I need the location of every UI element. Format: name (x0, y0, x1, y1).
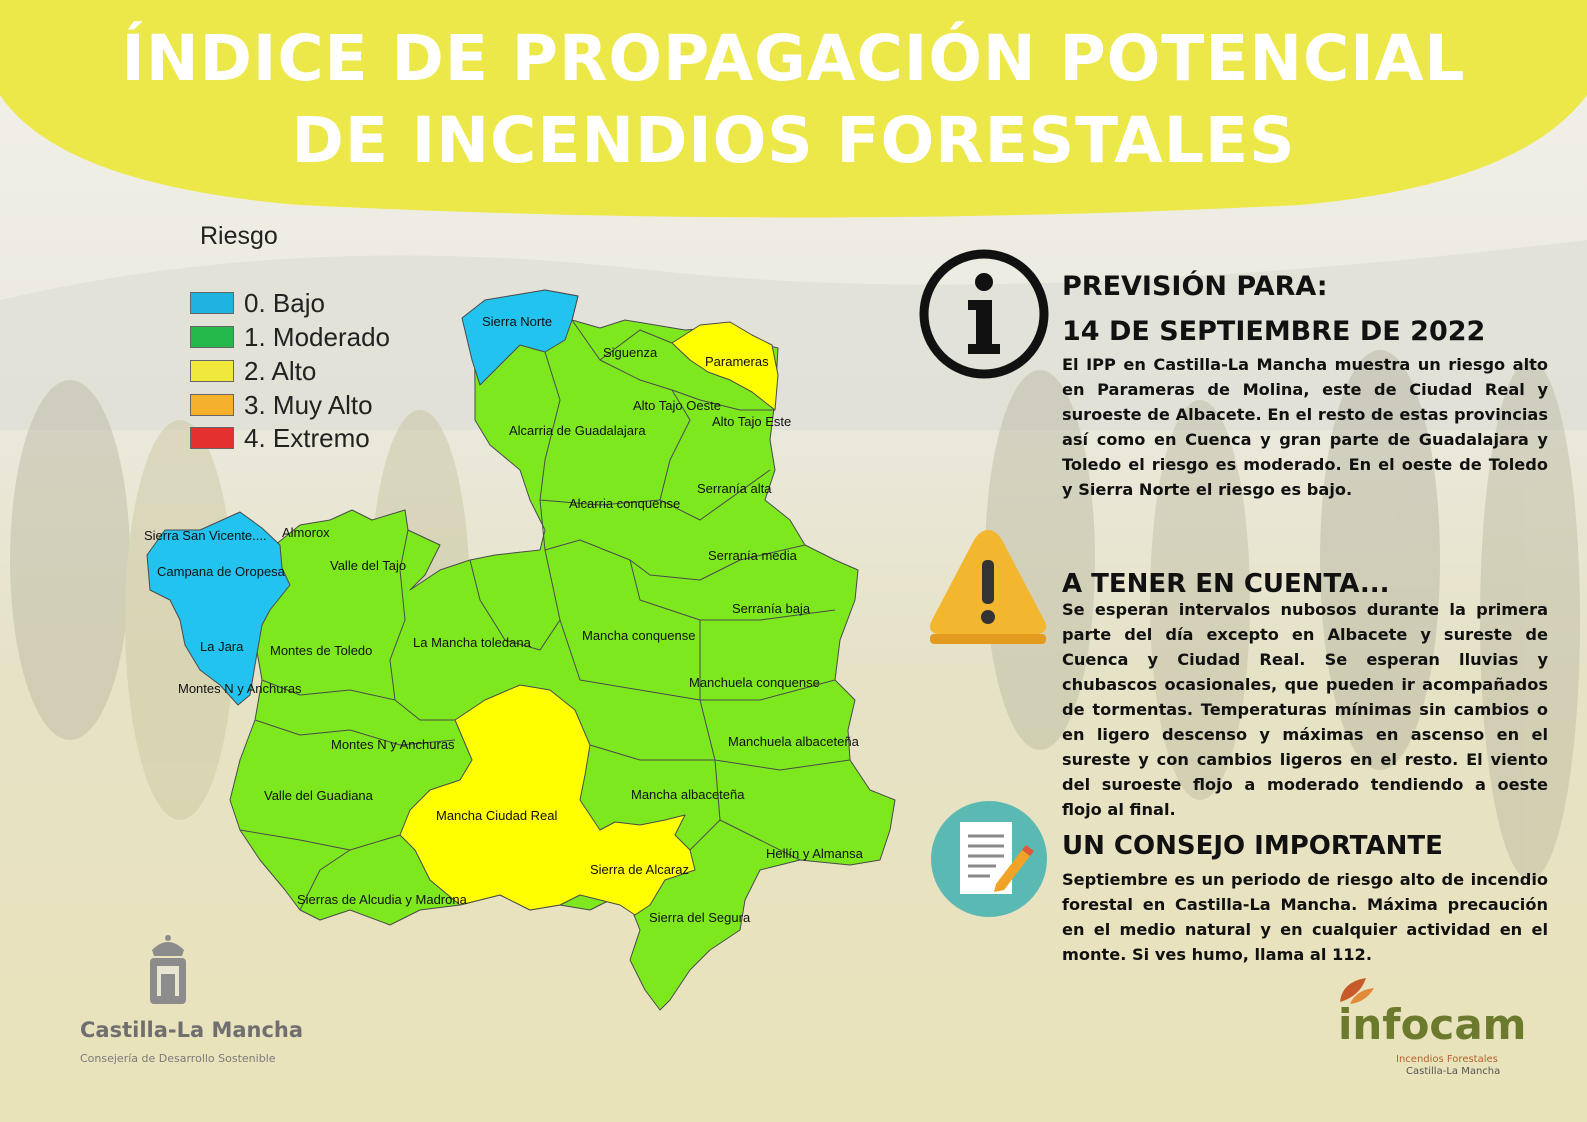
map-region-alto (399, 684, 696, 916)
warning-icon (930, 530, 1046, 644)
map-labels: Sierra Norte Siguenza Parameras Alto Taj… (144, 314, 864, 925)
region-label: Sierra de Alcaraz (590, 862, 689, 877)
legend-swatch-moderado (190, 326, 234, 348)
region-label: Campana de Oropesa (157, 564, 286, 579)
region-label: Alto Tajo Oeste (633, 398, 721, 413)
region-label: Hellín y Almansa (766, 846, 864, 861)
info-icon (919, 249, 1049, 379)
map-region-alto (671, 321, 779, 411)
legend-item-moderado: 1. Moderado (190, 321, 390, 352)
region-label: Valle del Tajo (330, 558, 406, 573)
prevision-text: El IPP en Castilla-La Mancha muestra un … (1062, 355, 1548, 499)
legend-item-bajo: 0. Bajo (190, 287, 325, 318)
region-label: Sierras de Alcudia y Madrona (297, 892, 468, 907)
prevision-heading: PREVISIÓN PARA: (1062, 271, 1328, 302)
legend-label: 0. Bajo (244, 287, 325, 318)
consejo-text: Septiembre es un periodo de riesgo alto … (1062, 870, 1548, 964)
legend-item-extremo: 4. Extremo (190, 422, 370, 453)
document-icon (931, 801, 1047, 917)
region-label: Mancha Ciudad Real (436, 808, 558, 823)
infocam-logo-name: infocam (1338, 1000, 1527, 1049)
clm-logo-name: Castilla-La Mancha (80, 1018, 304, 1042)
banner-shape (0, 0, 1587, 218)
title-line-1: ÍNDICE DE PROPAGACIÓN POTENCIAL (121, 22, 1466, 95)
tener-en-cuenta-heading: A TENER EN CUENTA... (1062, 569, 1390, 599)
map-region-bajo (461, 289, 579, 386)
region-label: La Jara (200, 639, 244, 654)
region-label: Alcarria de Guadalajara (509, 423, 646, 438)
region-label: Alcarria conquense (569, 496, 680, 511)
map-region-bajo (146, 511, 291, 706)
region-label: Montes N y Anchuras (178, 681, 302, 696)
region-label: Sierra del Segura (649, 910, 751, 925)
legend-swatch-bajo (190, 292, 234, 314)
region-label: Mancha conquense (582, 628, 695, 643)
region-label: Montes N y Anchuras (331, 737, 455, 752)
region-label: Almorox (282, 525, 330, 540)
prevision-date: 14 DE SEPTIEMBRE DE 2022 (1062, 316, 1486, 347)
legend-label: 1. Moderado (244, 321, 390, 352)
region-label: Serranía baja (732, 601, 811, 616)
region-label: Sierra San Vicente.... (144, 528, 267, 543)
infocam-logo-sub1: Incendios Forestales (1396, 1054, 1498, 1065)
legend-label: 4. Extremo (244, 422, 370, 453)
tener-en-cuenta-text: Se esperan intervalos nubosos durante la… (1062, 600, 1548, 819)
legend-title: Riesgo (200, 222, 278, 250)
clm-logo-sub: Consejería de Desarrollo Sostenible (80, 1052, 276, 1065)
region-label: Montes de Toledo (270, 643, 372, 658)
region-label: La Mancha toledana (413, 635, 532, 650)
region-label: Siguenza (603, 345, 658, 360)
infocam-logo-sub2: Castilla-La Mancha (1406, 1066, 1501, 1077)
region-label: Serranía media (708, 548, 798, 563)
legend-item-alto: 2. Alto (190, 355, 317, 386)
legend-swatch-extremo (190, 427, 234, 449)
region-label: Manchuela conquense (689, 675, 820, 690)
region-label: Valle del Guadiana (264, 788, 374, 803)
consejo-heading: UN CONSEJO IMPORTANTE (1062, 831, 1443, 861)
region-label: Sierra Norte (482, 314, 552, 329)
legend-item-muy-alto: 3. Muy Alto (190, 389, 373, 420)
title-banner (0, 0, 1587, 218)
leaf-icon (1340, 978, 1374, 1004)
region-label: Manchuela albaceteña (728, 734, 860, 749)
region-label: Alto Tajo Este (712, 414, 791, 429)
region-label: Serranía alta (697, 481, 772, 496)
title-line-2: DE INCENDIOS FORESTALES (291, 104, 1296, 177)
legend-swatch-muy-alto (190, 394, 234, 416)
legend-label: 2. Alto (244, 355, 317, 386)
region-label: Mancha albaceteña (631, 787, 745, 802)
legend-swatch-alto (190, 360, 234, 382)
legend-label: 3. Muy Alto (244, 389, 373, 420)
region-label: Parameras (705, 354, 769, 369)
coat-of-arms-icon (150, 935, 186, 1004)
